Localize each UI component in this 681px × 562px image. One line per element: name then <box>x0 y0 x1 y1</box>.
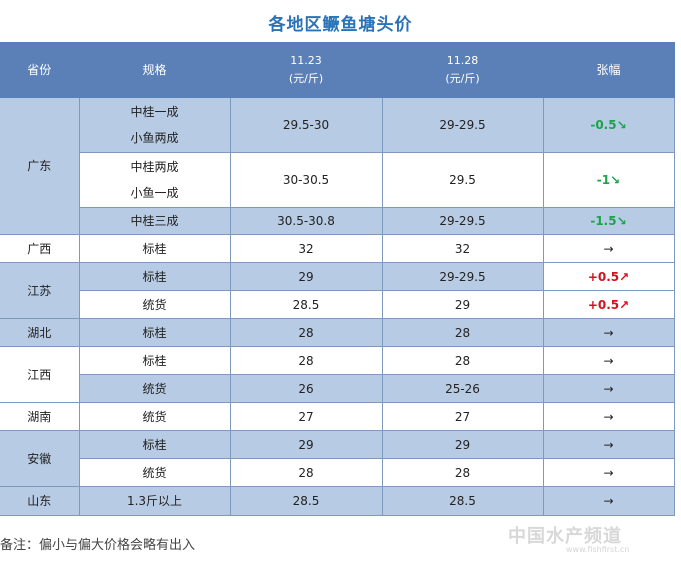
price-cell-date2: 29 <box>381 430 544 459</box>
table-row: 广东 中桂一成 小鱼两成 29.5-30 29-29.5 -0.5↘ <box>0 97 675 235</box>
price-cell-date2: 27 <box>381 402 544 431</box>
table-row: 湖北 标桂 28 28 → <box>0 318 675 347</box>
price-cell-date1: 29 <box>229 262 383 291</box>
spec-cell: 中桂三成 <box>78 207 231 235</box>
price-cell-date2: 25-26 <box>381 374 544 403</box>
price-cell-date1: 32 <box>229 234 383 263</box>
price-cell-date1: 30.5-30.8 <box>229 207 383 235</box>
header-date2-label: 11.28 <box>446 54 479 67</box>
price-cell-date2: 29-29.5 <box>381 207 544 235</box>
price-cell-date2: 29.5 <box>381 152 544 208</box>
spec-cell: 标桂 <box>78 234 231 263</box>
spec-cell: 统货 <box>78 402 231 431</box>
spec-cell: 统货 <box>78 374 231 403</box>
price-cell-date2: 28 <box>381 318 544 347</box>
province-cell: 湖南 <box>0 402 80 431</box>
header-change: 张幅 <box>542 42 675 98</box>
spec-line: 小鱼两成 <box>130 131 179 145</box>
table-row: 中桂两成 小鱼一成 30-30.5 29.5 -1↘ <box>0 152 675 208</box>
spec-cell: 中桂一成 小鱼两成 <box>78 97 231 153</box>
change-cell: +0.5↗ <box>542 290 675 319</box>
change-cell: → <box>542 374 675 403</box>
page-title: 各地区鳜鱼塘头价 <box>268 15 413 35</box>
header-province: 省份 <box>0 42 80 98</box>
table-row: 统货 28 28 → <box>0 458 675 487</box>
price-cell-date1: 28 <box>229 458 383 487</box>
price-cell-date1: 29 <box>229 430 383 459</box>
table-row: 中桂三成 30.5-30.8 29-29.5 -1.5↘ <box>0 207 675 235</box>
header-spec: 规格 <box>78 42 231 98</box>
change-cell: -0.5↘ <box>542 97 675 153</box>
price-cell-date1: 28 <box>229 346 383 375</box>
table-row: 安徽 标桂 29 29 → <box>0 430 675 487</box>
price-cell-date2: 29-29.5 <box>381 262 544 291</box>
change-cell: → <box>542 430 675 459</box>
price-cell-date1: 28.5 <box>229 290 383 319</box>
province-cell: 广东 <box>0 97 80 235</box>
change-cell: +0.5↗ <box>542 262 675 291</box>
price-cell-date2: 28.5 <box>381 486 544 516</box>
table-row: 广西 标桂 32 32 → <box>0 234 675 263</box>
price-cell-date1: 28 <box>229 318 383 347</box>
spec-cell: 1.3斤以上 <box>78 486 231 516</box>
change-cell: → <box>542 486 675 516</box>
change-cell: → <box>542 346 675 375</box>
table-row: 湖南 统货 27 27 → <box>0 402 675 431</box>
watermark-url: www.fishfirst.cn <box>566 545 630 554</box>
province-cell: 湖北 <box>0 318 80 347</box>
spec-cell: 中桂两成 小鱼一成 <box>78 152 231 208</box>
price-table: 省份 规格 11.23 (元/斤) 11.28 (元/斤) 张幅 广东 中桂一成… <box>0 42 675 516</box>
price-cell-date2: 29 <box>381 290 544 319</box>
spec-cell: 标桂 <box>78 346 231 375</box>
province-cell: 江苏 <box>0 262 80 319</box>
price-cell-date2: 32 <box>381 234 544 263</box>
province-cell: 广西 <box>0 234 80 263</box>
province-cell: 安徽 <box>0 430 80 487</box>
change-cell: -1↘ <box>542 152 675 208</box>
change-cell: → <box>542 402 675 431</box>
province-cell: 山东 <box>0 486 80 516</box>
change-cell: → <box>542 234 675 263</box>
change-cell: → <box>542 318 675 347</box>
table-row: 山东 1.3斤以上 28.5 28.5 → <box>0 486 675 516</box>
header-date1-label: 11.23 <box>290 54 322 67</box>
price-cell-date1: 29.5-30 <box>229 97 383 153</box>
spec-line: 小鱼一成 <box>130 186 179 200</box>
table-row: 统货 26 25-26 → <box>0 374 675 403</box>
change-cell: -1.5↘ <box>542 207 675 235</box>
header-date2-unit: (元/斤) <box>445 72 480 85</box>
price-cell-date2: 29-29.5 <box>381 97 544 153</box>
change-cell: → <box>542 458 675 487</box>
header-date1: 11.23 (元/斤) <box>229 42 383 98</box>
spec-cell: 标桂 <box>78 318 231 347</box>
spec-cell: 标桂 <box>78 262 231 291</box>
price-cell-date1: 27 <box>229 402 383 431</box>
price-cell-date1: 28.5 <box>229 486 383 516</box>
table-row: 统货 28.5 29 +0.5↗ <box>0 290 675 319</box>
spec-cell: 统货 <box>78 290 231 319</box>
table-header-row: 省份 规格 11.23 (元/斤) 11.28 (元/斤) 张幅 <box>0 42 675 98</box>
province-cell: 江西 <box>0 346 80 403</box>
spec-cell: 统货 <box>78 458 231 487</box>
price-cell-date1: 26 <box>229 374 383 403</box>
header-date2: 11.28 (元/斤) <box>381 42 544 98</box>
table-row: 江西 标桂 28 28 → <box>0 346 675 403</box>
spec-cell: 标桂 <box>78 430 231 459</box>
spec-line: 中桂一成 <box>130 105 179 119</box>
spec-line: 中桂两成 <box>130 160 179 174</box>
price-cell-date2: 28 <box>381 458 544 487</box>
table-row: 江苏 标桂 29 29-29.5 +0.5↗ <box>0 262 675 319</box>
watermark-logo: 中国水产频道 <box>508 526 622 547</box>
price-cell-date1: 30-30.5 <box>229 152 383 208</box>
header-date1-unit: (元/斤) <box>288 72 324 85</box>
price-cell-date2: 28 <box>381 346 544 375</box>
footnote: 备注：偏小与偏大价格会略有出入 <box>0 538 196 553</box>
